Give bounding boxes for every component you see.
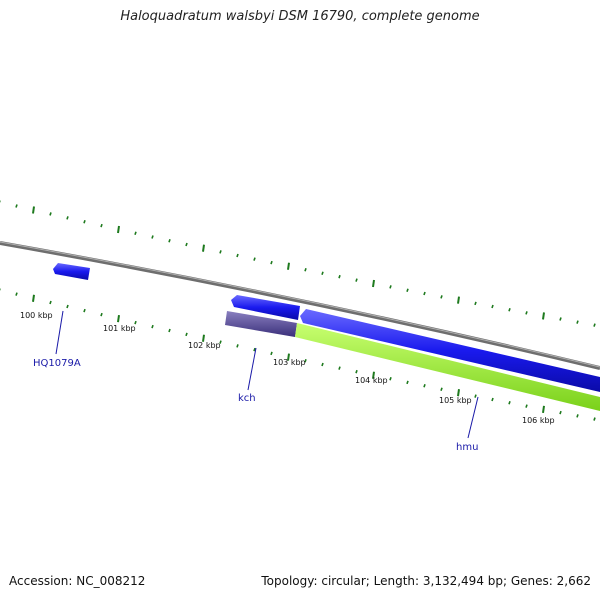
outer-tick-mark	[236, 253, 239, 258]
inner-tick-mark	[491, 397, 494, 402]
outer-tick-mark	[593, 323, 596, 327]
tick-label-105: 105 kbp	[439, 396, 472, 405]
inner-tick-mark	[457, 389, 460, 397]
genome-summary-text: Topology: circular; Length: 3,132,494 bp…	[261, 574, 591, 588]
inner-tick-mark	[134, 320, 137, 325]
outer-tick-mark	[389, 285, 392, 289]
feature-kch[interactable]	[225, 311, 297, 337]
tick-label-106: 106 kbp	[522, 416, 555, 425]
outer-tick-mark	[423, 291, 426, 296]
outer-tick-mark	[66, 216, 69, 220]
outer-tick-mark	[253, 257, 256, 261]
outer-tick-mark	[304, 267, 307, 272]
leader-line-hq1079a	[55, 310, 64, 355]
outer-tick-mark	[559, 317, 562, 321]
inner-tick-mark	[355, 369, 358, 374]
gene-label-hq1079a[interactable]: HQ1079A	[33, 358, 81, 369]
inner-tick-mark	[66, 304, 69, 309]
outer-tick-mark	[525, 311, 528, 315]
tick-label-100: 100 kbp	[20, 311, 53, 320]
leader-line-kch	[247, 347, 257, 391]
inner-tick-mark	[185, 332, 188, 337]
inner-tick-mark	[287, 353, 290, 361]
inner-tick-mark	[321, 362, 324, 367]
outer-tick-mark	[15, 204, 18, 208]
outer-tick-mark	[321, 271, 324, 275]
tick-label-104: 104 kbp	[355, 376, 388, 385]
outer-tick-mark	[508, 307, 511, 312]
inner-tick-mark	[32, 294, 35, 302]
inner-tick-mark	[372, 371, 375, 379]
inner-tick-mark	[542, 405, 545, 414]
gene-hq1079a[interactable]	[53, 263, 90, 280]
outer-tick-mark	[32, 206, 35, 214]
inner-tick-marks	[0, 288, 596, 421]
inner-tick-mark	[253, 347, 256, 352]
inner-tick-mark	[406, 380, 409, 385]
genome-title: Haloquadratum walsbyi DSM 16790, complet…	[120, 9, 480, 24]
inner-tick-mark	[304, 359, 307, 363]
inner-tick-mark	[593, 417, 596, 421]
outer-tick-mark	[117, 225, 120, 234]
inner-tick-mark	[83, 308, 86, 313]
inner-tick-mark	[389, 377, 392, 381]
outer-tick-mark	[168, 239, 171, 243]
leader-line-hmu	[467, 396, 479, 439]
inner-tick-mark	[338, 366, 341, 370]
outer-tick-mark	[134, 231, 137, 236]
outer-tick-mark	[338, 274, 341, 279]
tick-label-102: 102 kbp	[188, 341, 221, 350]
outer-tick-mark	[576, 320, 579, 324]
inner-tick-mark	[151, 324, 154, 329]
outer-tick-mark	[440, 295, 443, 299]
inner-tick-mark	[576, 414, 579, 418]
inner-tick-mark	[15, 292, 18, 296]
inner-tick-mark	[202, 334, 205, 342]
tick-label-101: 101 kbp	[103, 324, 136, 333]
outer-tick-mark	[287, 262, 290, 270]
inner-tick-mark	[236, 344, 239, 348]
tick-label-103: 103 kbp	[273, 358, 306, 367]
genome-backbone	[0, 241, 600, 370]
inner-tick-mark	[49, 300, 52, 305]
inner-tick-mark	[525, 404, 528, 408]
inner-tick-mark	[559, 410, 562, 415]
outer-tick-mark	[474, 301, 477, 306]
gene-kch[interactable]	[231, 295, 300, 320]
outer-tick-mark	[406, 288, 409, 292]
outer-tick-mark	[491, 304, 494, 309]
outer-tick-mark	[100, 223, 103, 228]
outer-tick-mark	[49, 212, 52, 216]
outer-tick-mark	[270, 260, 273, 265]
outer-tick-mark	[83, 220, 86, 224]
outer-tick-mark	[151, 235, 154, 239]
inner-tick-mark	[270, 351, 273, 356]
gene-label-kch[interactable]: kch	[238, 393, 256, 404]
inner-tick-mark	[474, 394, 477, 398]
inner-tick-mark	[219, 340, 222, 344]
inner-tick-mark	[100, 312, 103, 317]
outer-tick-mark	[457, 296, 460, 304]
feature-hmu[interactable]	[295, 323, 600, 411]
outer-tick-mark	[372, 279, 375, 288]
inner-tick-mark	[508, 401, 511, 405]
inner-tick-mark	[440, 387, 443, 392]
outer-tick-marks	[0, 200, 596, 327]
inner-tick-mark	[117, 315, 120, 323]
outer-tick-mark	[202, 244, 205, 252]
outer-tick-mark	[219, 250, 222, 254]
accession-text: Accession: NC_008212	[9, 574, 146, 588]
outer-tick-mark	[542, 312, 545, 320]
inner-tick-mark	[423, 384, 426, 388]
gene-hmu[interactable]	[300, 309, 600, 392]
outer-tick-mark	[185, 242, 188, 247]
inner-tick-mark	[168, 328, 171, 333]
gene-label-hmu[interactable]: hmu	[456, 442, 478, 453]
outer-tick-mark	[355, 278, 358, 282]
